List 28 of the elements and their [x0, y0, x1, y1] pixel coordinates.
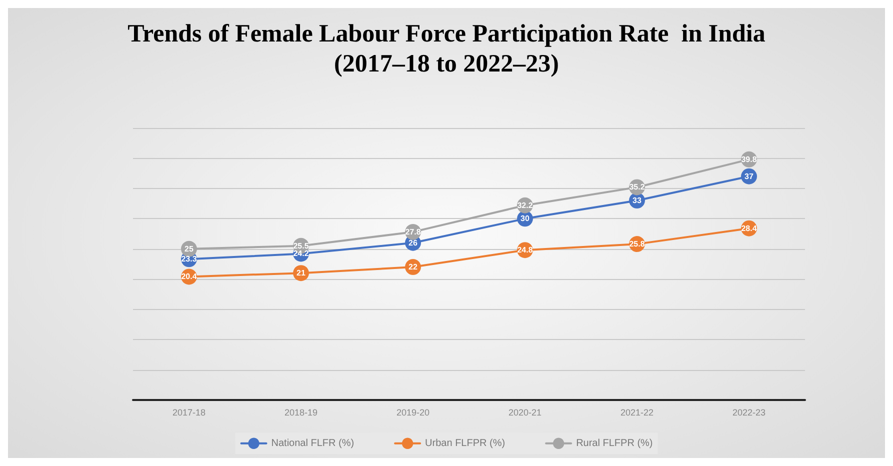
- x-tick-label: 2021-22: [620, 408, 654, 418]
- x-tick-label: 2020-21: [508, 408, 542, 418]
- legend-label: Urban FLFPR (%): [425, 438, 506, 449]
- data-label: 20.4: [181, 272, 198, 282]
- data-label: 22: [408, 262, 418, 272]
- data-label: 28.4: [741, 224, 758, 233]
- legend-label: National FLFR (%): [271, 438, 354, 449]
- x-tick-label: 2017-18: [172, 408, 206, 418]
- data-label: 26: [408, 238, 418, 248]
- data-label: 23.3: [181, 254, 198, 264]
- x-tick-label: 2022-23: [732, 408, 766, 418]
- data-label: 25.5: [293, 241, 310, 250]
- data-label: 24.8: [517, 246, 534, 255]
- data-label: 25: [184, 244, 194, 254]
- data-label: 30: [520, 214, 530, 224]
- x-tick-label: 2019-20: [396, 408, 430, 418]
- data-label: 39.8: [741, 154, 758, 164]
- data-label: 24.2: [293, 249, 310, 258]
- chart-title: Trends of Female Labour Force Participation Rate in India (2017–18 to 2022–23): [128, 20, 766, 78]
- data-label: 21: [296, 268, 306, 278]
- data-label: 25.8: [629, 240, 646, 249]
- x-tick-label: 2018-19: [284, 408, 318, 418]
- legend-label: Rural FLFPR (%): [576, 438, 653, 449]
- data-label: 27.8: [405, 227, 422, 236]
- data-label: 33: [632, 196, 642, 206]
- data-label: 35.2: [629, 182, 646, 192]
- data-label: 37: [744, 172, 754, 181]
- data-label: 32.2: [517, 200, 534, 210]
